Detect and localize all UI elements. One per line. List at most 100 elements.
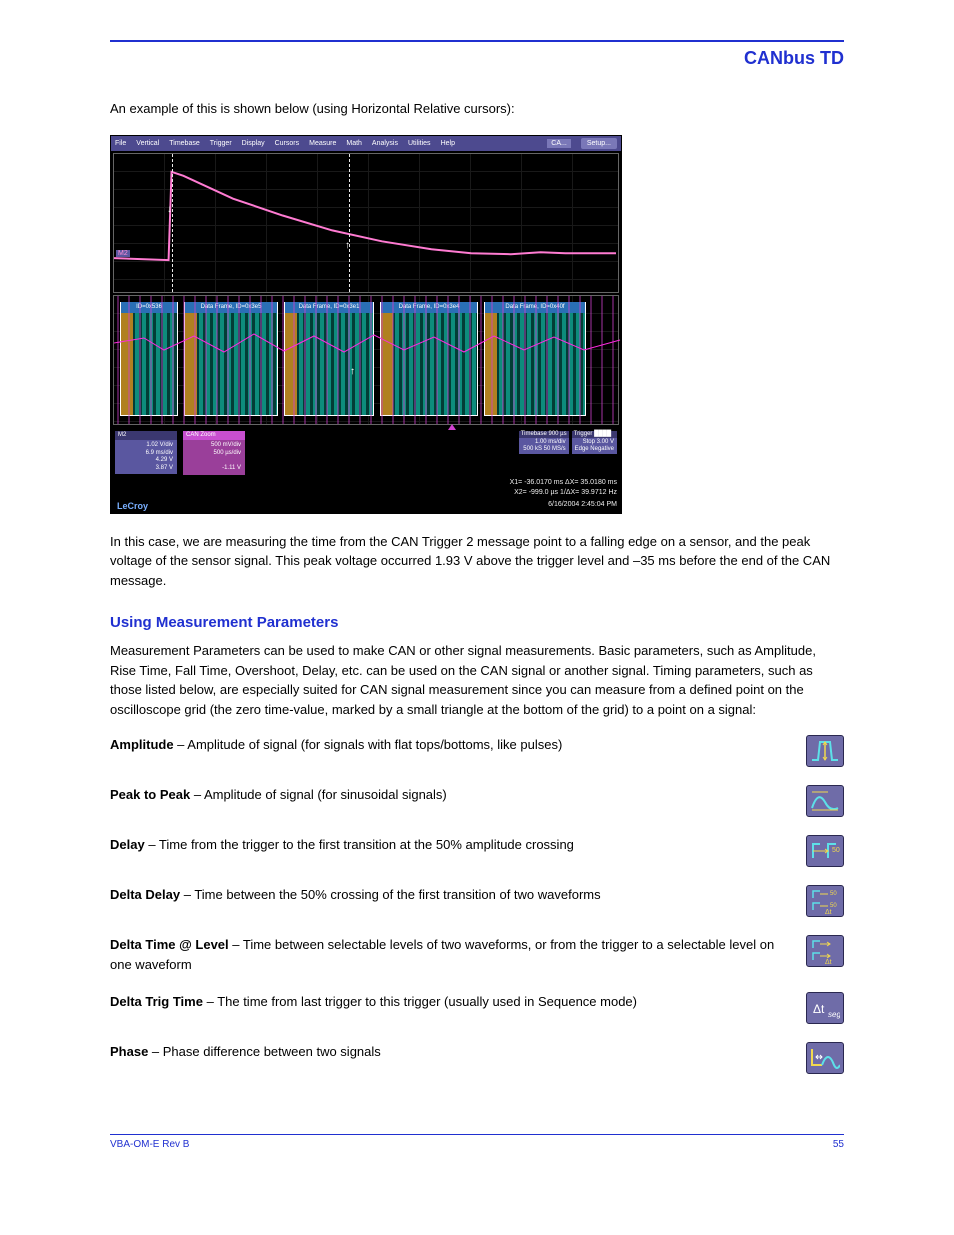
measurement-row: Amplitude – Amplitude of signal (for sig…	[110, 735, 844, 767]
phase-icon	[806, 1042, 844, 1074]
trigger-marker-icon	[448, 424, 456, 430]
trig-l1: Stop 3.00 V	[575, 439, 614, 446]
menu-utilities[interactable]: Utilities	[408, 140, 431, 147]
can-zoom-grid: ID=0x536Data Frame, ID=0x3e5Data Frame, …	[113, 295, 619, 425]
menu-measure[interactable]: Measure	[309, 140, 336, 147]
measurement-row: Delta Time @ Level – Time between select…	[110, 935, 844, 974]
menu-math[interactable]: Math	[346, 140, 362, 147]
ddelay-icon: 5050Δt	[806, 885, 844, 917]
menu-display[interactable]: Display	[242, 140, 265, 147]
measurement-text: Delay – Time from the trigger to the fir…	[110, 835, 790, 855]
p2p-icon	[806, 785, 844, 817]
footer-right: 55	[833, 1139, 844, 1150]
measurement-name: Phase	[110, 1044, 148, 1059]
can-analog-trace	[114, 328, 622, 358]
measurement-desc: – Phase difference between two signals	[148, 1044, 380, 1059]
tb-l1: 1.00 ms/div	[522, 439, 566, 446]
trace-label-m2: M2	[116, 250, 130, 257]
menu-file[interactable]: File	[115, 140, 126, 147]
can-zoom-info-box[interactable]: CAN Zoom 500 mV/div 500 µs/div -1.11 V	[183, 431, 245, 475]
m2-info-box[interactable]: M2 1.02 V/div 6.9 ms/div 4.29 V 3.87 V	[115, 431, 177, 475]
measurement-name: Peak to Peak	[110, 787, 190, 802]
header-rule	[110, 40, 844, 42]
can-bitstream-overlay	[114, 296, 618, 424]
scope-menubar: File Vertical Timebase Trigger Display C…	[111, 136, 621, 151]
svg-text:50: 50	[830, 891, 837, 897]
timestamp: 6/16/2004 2:45:04 PM	[548, 501, 621, 511]
section-body: Measurement Parameters can be used to ma…	[110, 641, 844, 719]
section-title: Using Measurement Parameters	[110, 614, 844, 631]
cursor-readout-1: X1= -36.0170 ms ΔX= 35.0180 ms	[111, 479, 621, 489]
footer-rule	[110, 1134, 844, 1135]
measurement-text: Peak to Peak – Amplitude of signal (for …	[110, 785, 790, 805]
cursor-arrow-icon: ↑	[350, 366, 355, 377]
trig-title: Trigger ████	[572, 431, 617, 438]
measurement-text: Delta Time @ Level – Time between select…	[110, 935, 790, 974]
measurement-desc: – Amplitude of signal (for sinusoidal si…	[190, 787, 447, 802]
measurement-text: Delta Trig Time – The time from last tri…	[110, 992, 790, 1012]
measurement-row: Delay – Time from the trigger to the fir…	[110, 835, 844, 867]
cursor-x2[interactable]	[349, 154, 350, 292]
svg-text:50: 50	[832, 847, 840, 854]
measurement-text: Phase – Phase difference between two sig…	[110, 1042, 790, 1062]
m2-tdiv: 6.9 ms/div	[119, 450, 173, 458]
measurement-row: Phase – Phase difference between two sig…	[110, 1042, 844, 1074]
tb-l2: 500 kS 50 MS/s	[522, 446, 566, 453]
measurement-desc: – Time from the trigger to the first tra…	[145, 837, 574, 852]
menu-trigger[interactable]: Trigger	[210, 140, 232, 147]
setup-button[interactable]: Setup...	[581, 138, 617, 149]
trigger-info-box[interactable]: Trigger ████ Stop 3.00 V Edge Negative	[572, 431, 617, 455]
m2-v1: 4.29 V	[119, 457, 173, 465]
zoom-tdiv: 500 µs/div	[187, 450, 241, 458]
measurement-list: Amplitude – Amplitude of signal (for sig…	[110, 735, 844, 1074]
zoom-v: -1.11 V	[187, 465, 241, 473]
waveform-m2	[114, 171, 616, 259]
measurement-name: Amplitude	[110, 737, 174, 752]
menu-help[interactable]: Help	[441, 140, 455, 147]
cursor-x1[interactable]	[172, 154, 173, 292]
m2-v2: 3.87 V	[119, 465, 173, 473]
page-footer: VBA-OM-E Rev B 55	[110, 1139, 844, 1150]
can-badge: CA...	[547, 139, 571, 148]
measurement-row: Delta Delay – Time between the 50% cross…	[110, 885, 844, 917]
footer-left: VBA-OM-E Rev B	[110, 1139, 189, 1150]
menu-vertical[interactable]: Vertical	[136, 140, 159, 147]
cursor-arrow-icon: ↓	[167, 204, 172, 215]
dtalv-icon: Δt	[806, 935, 844, 967]
measurement-name: Delta Time @ Level	[110, 937, 229, 952]
measurement-row: Delta Trig Time – The time from last tri…	[110, 992, 844, 1024]
measurement-desc: – The time from last trigger to this tri…	[203, 994, 637, 1009]
tb-title: Timebase 900 µs	[519, 431, 569, 438]
amplitude-icon	[806, 735, 844, 767]
delay-icon: 50	[806, 835, 844, 867]
menu-cursors[interactable]: Cursors	[275, 140, 300, 147]
svg-text:Δt: Δt	[813, 1002, 825, 1016]
oscilloscope-screenshot: File Vertical Timebase Trigger Display C…	[110, 135, 622, 514]
menu-timebase[interactable]: Timebase	[169, 140, 199, 147]
measurement-name: Delay	[110, 837, 145, 852]
timebase-info-box[interactable]: Timebase 900 µs 1.00 ms/div 500 kS 50 MS…	[519, 431, 569, 455]
page-title: CANbus TD	[110, 48, 844, 69]
intro-before: An example of this is shown below (using…	[110, 99, 844, 119]
measurement-name: Delta Delay	[110, 887, 180, 902]
dtseg-icon: Δtseg	[806, 992, 844, 1024]
measurement-desc: – Amplitude of signal (for signals with …	[174, 737, 563, 752]
cursor-readout-2: X2= -999.0 µs 1/ΔX= 39.9712 Hz	[111, 489, 621, 499]
measurement-desc: – Time between the 50% crossing of the f…	[180, 887, 601, 902]
svg-text:Δt: Δt	[825, 909, 832, 914]
menu-analysis[interactable]: Analysis	[372, 140, 398, 147]
measurement-text: Amplitude – Amplitude of signal (for sig…	[110, 735, 790, 755]
zoom-blank	[187, 457, 241, 465]
cursor-arrow-icon: ↑	[345, 240, 350, 251]
zoom-vdiv: 500 mV/div	[187, 442, 241, 450]
trig-l2: Edge Negative	[575, 446, 614, 453]
zoom-title: CAN Zoom	[183, 431, 245, 441]
m2-vdiv: 1.02 V/div	[119, 442, 173, 450]
scope-footer-row: M2 1.02 V/div 6.9 ms/div 4.29 V 3.87 V C…	[111, 427, 621, 479]
brand-label: LeCroy	[111, 499, 154, 513]
m2-title: M2	[115, 431, 177, 441]
measurement-text: Delta Delay – Time between the 50% cross…	[110, 885, 790, 905]
top-waveform-grid: ↓ ↑ M2	[113, 153, 619, 293]
svg-text:Δt: Δt	[825, 959, 832, 964]
intro-after: In this case, we are measuring the time …	[110, 532, 844, 591]
